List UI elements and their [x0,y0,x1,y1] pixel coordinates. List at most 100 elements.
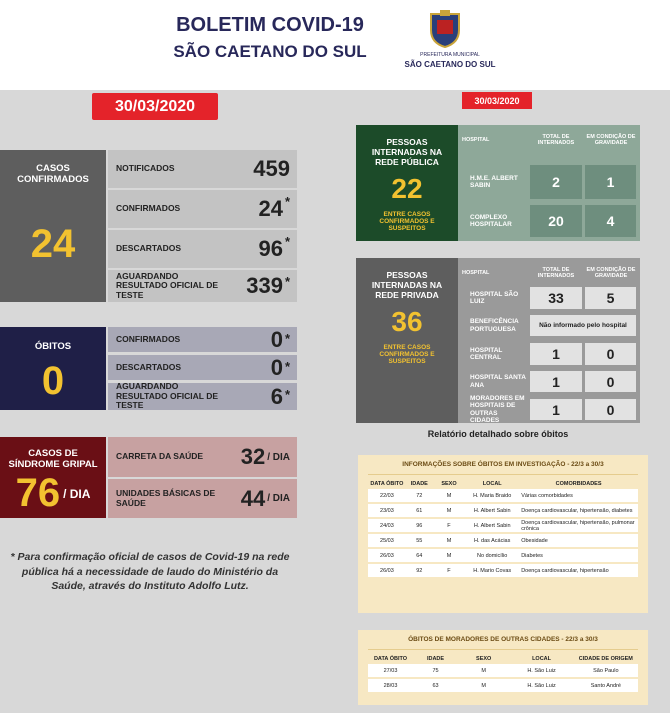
cell: M [432,489,466,502]
total-cell: 2 [530,165,582,199]
cell: M [458,664,510,677]
total-cell: 1 [530,399,582,420]
info-cell: Não informado pelo hospital [530,315,636,336]
cell: 75 [413,664,458,677]
value-note: * [284,194,290,209]
row-bg [108,437,297,477]
data-table: DATA ÓBITO IDADE SEXO LOCAL COMORBIDADES 22/0… [368,479,638,579]
data-row: 25/03 55 M H. das Acácias Obesidade [368,534,638,547]
row-bg [108,190,297,228]
row-value: 0 * [200,327,290,352]
column-header: EM CONDIÇÃO DE GRAVIDADE [586,134,636,146]
total-value: 0 [41,359,65,403]
cell: 28/03 [368,679,413,692]
grave-cell: 0 [585,399,636,420]
column-header: HOSPITAL [462,270,490,276]
row-label: CONFIRMADOS [116,203,181,214]
cell: São Paulo [573,664,638,677]
cell: H. Mario Covas [465,564,520,577]
row-value: 6 * [200,383,290,410]
cell: Doença cardiovascular, hipertensão, diab… [519,504,638,517]
section-label: CASOS CONFIRMADOS [17,163,89,185]
hospital-name: MORADORES EM HOSPITAIS DE OUTRAS CIDADES [470,394,525,424]
data-row: 27/03 75 M H. São Luiz São Paulo [368,664,638,677]
total-cell: 1 [530,343,582,365]
column-header: TOTAL DE INTERNADOS [537,134,575,146]
section-label: CASOS DE SÍNDROME GRIPAL [8,448,98,470]
value-note: * [284,274,290,289]
date-badge: 30/03/2020 [462,92,532,109]
cell: 22/03 [368,489,406,502]
row-value: 339 * [200,270,290,302]
cell: 92 [405,564,433,577]
row-value: 44/ DIA [200,479,290,518]
row-value: 96 * [200,230,290,268]
grave-cell: 5 [585,287,636,309]
data-row: 22/03 72 M H. Maria Braido Várias comorbidad… [368,489,638,502]
cell: F [432,519,466,532]
section-total: 24 [0,192,106,296]
column-header: SEXO [476,656,492,662]
column-header: IDADE [410,481,428,487]
cell: H. Albert Sabin [465,519,520,532]
cell: H. Albert Sabin [465,504,520,517]
section-title: PESSOAS INTERNADAS NA REDE PRIVADA [371,270,443,300]
row-bg [108,150,297,188]
column-header: LOCAL [532,656,552,662]
section-total: 0 [0,359,106,404]
hospital-name: HOSPITAL SÃO LUIZ [470,290,519,305]
cell: 26/03 [368,564,406,577]
column-header: DATA ÓBITO [373,656,408,662]
value-number: 32 [240,444,266,469]
logo-line: SÃO CAETANO DO SUL [404,59,496,69]
section-total: 76/ DIA [0,471,106,515]
section-total: 22 [391,173,423,204]
hospital-name: HOSPITAL SANTA ANA [470,374,526,389]
total-cell: 1 [530,371,582,392]
value-number: 24 [258,196,283,221]
table-panel: INFORMAÇÕES SOBRE ÓBITOS EM INVESTIGAÇÃO… [358,455,648,613]
row-bg [108,270,297,302]
row-label: DESCARTADOS [116,243,182,254]
data-row: 28/03 63 M H. São Luiz Santo André [368,679,638,692]
section-block [356,258,458,423]
cell: H. São Luiz [509,664,574,677]
column-header: TOTAL DE INTERNADOS [537,267,575,279]
column-header: LOCAL [482,481,502,487]
column-header: COMORBIDADES [555,481,602,487]
table-title: ÓBITOS DE MORADORES DE OUTRAS CIDADES - … [368,634,638,650]
row-bg [108,327,297,352]
cell: 64 [405,549,433,562]
row-bg [108,383,297,410]
hospital-name: H.M.E. ALBERT SABIN [470,174,518,189]
cell: M [458,679,510,692]
grave-cell: 1 [585,165,636,199]
subtitle: SÃO CAETANO DO SUL [173,42,367,61]
title: BOLETIM COVID-19 [176,13,364,36]
cell: Santo André [573,679,638,692]
value-number: 459 [253,156,290,181]
row-label: AGUARDANDO RESULTADO OFICIAL DE TESTE [116,270,218,300]
column-header: HOSPITAL [462,137,490,143]
grave-cell: 0 [585,343,636,365]
section-block [356,125,458,241]
report-heading: Relatório detalhado sobre óbitos [427,429,569,439]
value-number: 6 [270,383,283,409]
value-note: * [284,359,290,374]
value-number: 0 [270,326,283,352]
data-row: 24/03 96 F H. Albert Sabin Doença cardiovasc… [368,519,638,532]
row-bg [108,230,297,268]
header-row: DATA ÓBITO IDADE SEXO LOCAL CIDADE DE ORIGEM [368,656,638,662]
row-label: AGUARDANDO RESULTADO OFICIAL DE TESTE [116,381,218,411]
row-label: DESCARTADOS [116,361,182,372]
row-label: UNIDADES BÁSICAS DE SAÚDE [116,488,216,508]
cell: M [432,504,466,517]
data-table: DATA ÓBITO IDADE SEXO LOCAL CIDADE DE ORIGEM… [368,654,638,694]
value-note: * [284,234,290,249]
data-row: 26/03 64 M No domicílio Diabetes [368,549,638,562]
header-row: DATA ÓBITO IDADE SEXO LOCAL COMORBIDADES [368,481,638,487]
cell: No domicílio [465,549,520,562]
row-label: CONFIRMADOS [116,333,181,344]
section-block [0,437,106,518]
hospital-name: BENEFICÊNCIA PORTUGUESA [470,318,519,333]
